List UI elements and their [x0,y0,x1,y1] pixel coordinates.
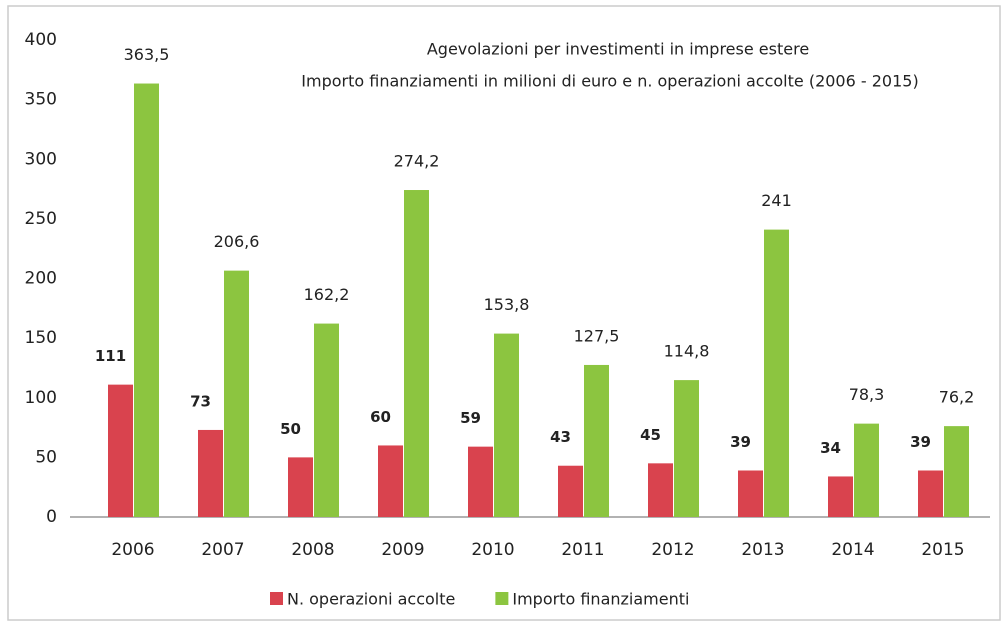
legend-swatch [270,592,283,605]
bar [738,470,763,517]
bar [558,465,583,517]
chart-subtitle: Importo finanziamenti in milioni di euro… [301,72,918,91]
bar [198,429,223,517]
chart-title: Agevolazioni per investimenti in imprese… [427,40,809,59]
frame [7,5,1001,621]
value-label: 363,5 [124,45,170,64]
bar [674,380,699,517]
value-label: 274,2 [394,152,440,171]
value-label: 59 [460,409,481,427]
bar [314,323,339,517]
x-tick-label: 2008 [291,540,334,560]
y-tick-label: 250 [25,209,57,229]
bar [584,364,609,517]
value-label: 50 [280,420,301,438]
value-label: 45 [640,426,661,444]
bar [764,229,789,518]
x-tick-label: 2009 [381,540,424,560]
y-tick-label: 400 [25,30,57,50]
y-tick-label: 50 [35,447,57,467]
bar [134,83,159,518]
value-label: 111 [95,347,126,365]
bar [468,446,493,517]
y-tick-label: 300 [25,149,57,169]
x-tick-label: 2011 [561,540,604,560]
bar [224,270,249,517]
legend-label: Importo finanziamenti [512,590,689,609]
x-tick-label: 2006 [111,540,154,560]
value-label: 73 [190,392,211,410]
bar [404,190,429,518]
bar [494,333,519,517]
x-tick-label: 2014 [831,540,874,560]
legend-label: N. operazioni accolte [287,590,455,609]
bar [378,445,403,517]
value-label: 127,5 [574,326,620,345]
x-tick-label: 2010 [471,540,514,560]
y-tick-label: 100 [25,388,57,408]
bar [944,426,969,517]
value-label: 39 [910,433,931,451]
value-label: 114,8 [664,342,710,361]
bar [854,423,879,517]
x-tick-label: 2013 [741,540,784,560]
y-tick-label: 350 [25,90,57,110]
legend-swatch [495,592,509,605]
y-tick-label: 200 [25,269,57,289]
value-label: 206,6 [214,232,260,251]
value-label: 34 [820,439,841,457]
value-label: 241 [761,191,792,210]
bar [918,470,943,517]
value-label: 39 [730,433,751,451]
y-tick-label: 0 [46,507,57,527]
x-tick-label: 2015 [921,540,964,560]
bar [288,457,313,517]
x-tick-label: 2012 [651,540,694,560]
y-tick-label: 150 [25,328,57,348]
bar [648,463,673,517]
bar [108,384,133,517]
value-label: 60 [370,408,391,426]
value-label: 78,3 [849,385,885,404]
value-label: 162,2 [304,285,350,304]
bar [828,476,853,517]
value-label: 153,8 [484,295,530,314]
value-label: 76,2 [939,388,975,407]
x-tick-label: 2007 [201,540,244,560]
value-label: 43 [550,428,571,446]
